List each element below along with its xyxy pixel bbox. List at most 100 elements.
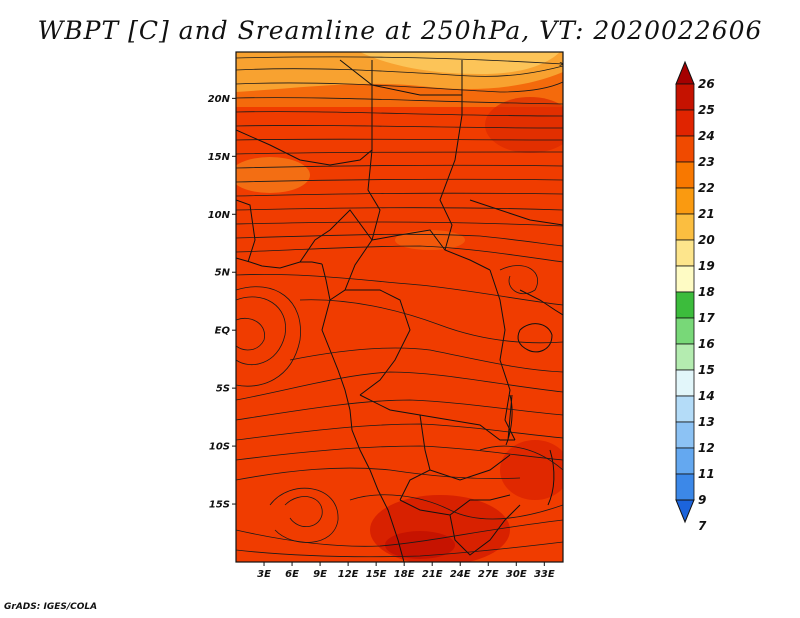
lat-tick-label: 10S xyxy=(209,442,230,453)
colorbar-top-arrow xyxy=(675,60,695,85)
colorbar-swatch xyxy=(675,291,695,319)
colorbar-label: 21 xyxy=(698,207,715,221)
streamline-eddy-w1 xyxy=(236,296,286,366)
border-libya-chad xyxy=(339,59,462,96)
lon-tick-label: 6E xyxy=(285,569,299,580)
lake-victoria xyxy=(517,323,553,353)
streamline-eddy-ne xyxy=(499,265,538,295)
map-panel xyxy=(236,52,563,562)
colorbar-swatch xyxy=(675,265,695,293)
longitude-axis: 3E 6E 9E 12E 15E 18E 21E 24E 27E 30E 33E xyxy=(257,562,555,580)
colorbar-swatch xyxy=(675,213,695,241)
lon-tick-label: 33E xyxy=(534,569,555,580)
map-frame xyxy=(235,51,564,563)
lat-tick-label: 5S xyxy=(216,384,230,395)
streamline-s3 xyxy=(236,541,563,558)
colorbar-swatch xyxy=(675,447,695,475)
streamline-c7 xyxy=(236,445,563,461)
colorbar-swatch xyxy=(675,473,695,501)
colorbar-swatch xyxy=(675,109,695,137)
colorbar-label: 26 xyxy=(698,77,715,91)
streamline-c2 xyxy=(299,299,563,344)
border-car-north xyxy=(371,229,491,271)
colorbar-swatch xyxy=(675,421,695,449)
border-east-africa xyxy=(519,289,563,316)
lon-tick-label: 15E xyxy=(366,569,387,580)
cool-patch-central xyxy=(395,230,465,250)
cool-patch-west xyxy=(236,157,310,193)
colorbar-label: 14 xyxy=(698,389,715,403)
lat-tick-label: 15N xyxy=(208,152,231,163)
streamline-eddy-w2 xyxy=(236,286,301,387)
chart-title: WBPT [C] and Sreamline at 250hPa, VT: 20… xyxy=(37,16,763,45)
streamline-c5 xyxy=(236,399,563,421)
hot-patch-northeast xyxy=(485,97,563,153)
colorbar-label: 16 xyxy=(698,337,715,351)
streamline-s4 xyxy=(349,494,563,520)
colorbar-label: 15 xyxy=(698,363,715,377)
colorbar-swatch xyxy=(675,161,695,189)
streamline-s2 xyxy=(236,519,563,547)
colorbar-swatch xyxy=(675,369,695,397)
colorbar-swatch xyxy=(675,343,695,371)
streamline-n2 xyxy=(236,65,563,77)
border-drc-east xyxy=(489,269,516,441)
border-drc-south xyxy=(359,394,515,441)
border-chad-west xyxy=(367,60,381,241)
streamline-n6 xyxy=(236,125,563,129)
colorbar-swatch xyxy=(675,317,695,345)
colorbar-swatch xyxy=(675,395,695,423)
streamline-n10 xyxy=(236,178,563,183)
streamline-n11 xyxy=(236,192,563,197)
border-chad-sudan xyxy=(439,60,463,251)
streamline-n12 xyxy=(236,207,563,211)
central-africa-coast xyxy=(321,263,405,562)
west-africa-coast xyxy=(236,257,323,269)
streamline-c1 xyxy=(236,273,563,306)
colorbar-label: 11 xyxy=(698,467,715,481)
colorbar-label: 20 xyxy=(698,233,715,247)
colorbar-swatch xyxy=(675,135,695,163)
streamline-n15 xyxy=(236,245,563,263)
lon-tick-label: 9E xyxy=(313,569,327,580)
streamline-eddy-sw xyxy=(284,496,323,528)
colorbar-label: 7 xyxy=(698,519,707,533)
lake-malawi xyxy=(547,449,555,506)
colorbar: 26 25 24 23 22 21 20 19 18 17 16 15 14 13 12 11 9 7 xyxy=(675,60,715,533)
colorbar-label: 9 xyxy=(698,493,706,507)
streamline-n1 xyxy=(236,56,563,64)
streamline-n9 xyxy=(236,164,563,169)
colorbar-swatch xyxy=(675,239,695,267)
colorbar-label: 13 xyxy=(698,415,715,429)
colorbar-label: 25 xyxy=(698,103,715,117)
border-zambia xyxy=(429,454,511,481)
lon-tick-label: 18E xyxy=(394,569,415,580)
colorbar-label: 23 xyxy=(698,155,715,169)
streamline-se xyxy=(479,445,563,471)
border-ethiopia xyxy=(469,199,563,226)
streamline-c3 xyxy=(289,347,563,373)
colorbar-label: 17 xyxy=(698,311,715,325)
lake-tanganyika xyxy=(505,394,513,446)
colorbar-swatch xyxy=(675,187,695,215)
streamline-n14 xyxy=(236,233,563,247)
lon-tick-label: 30E xyxy=(506,569,527,580)
lat-tick-label: 10N xyxy=(208,210,231,221)
credit-label: GrADS: IGES/COLA xyxy=(4,602,98,612)
colorbar-swatch xyxy=(675,83,695,111)
border-cameroon xyxy=(299,209,373,301)
lon-tick-label: 12E xyxy=(338,569,359,580)
colorbar-label: 19 xyxy=(698,259,715,273)
lon-tick-label: 27E xyxy=(478,569,499,580)
country-borders xyxy=(236,59,563,562)
streamline-n5 xyxy=(236,111,563,117)
border-namibia xyxy=(399,494,511,516)
latitude-axis: 20N 15N 10N 5N EQ 5S 10S 15S xyxy=(208,94,236,511)
streamline-c4 xyxy=(236,371,563,401)
colorbar-label: 12 xyxy=(698,441,715,455)
border-congo-drc xyxy=(345,289,411,396)
lat-tick-label: EQ xyxy=(215,326,231,337)
streamline-n13 xyxy=(236,221,563,227)
lat-tick-label: 5N xyxy=(215,268,231,279)
